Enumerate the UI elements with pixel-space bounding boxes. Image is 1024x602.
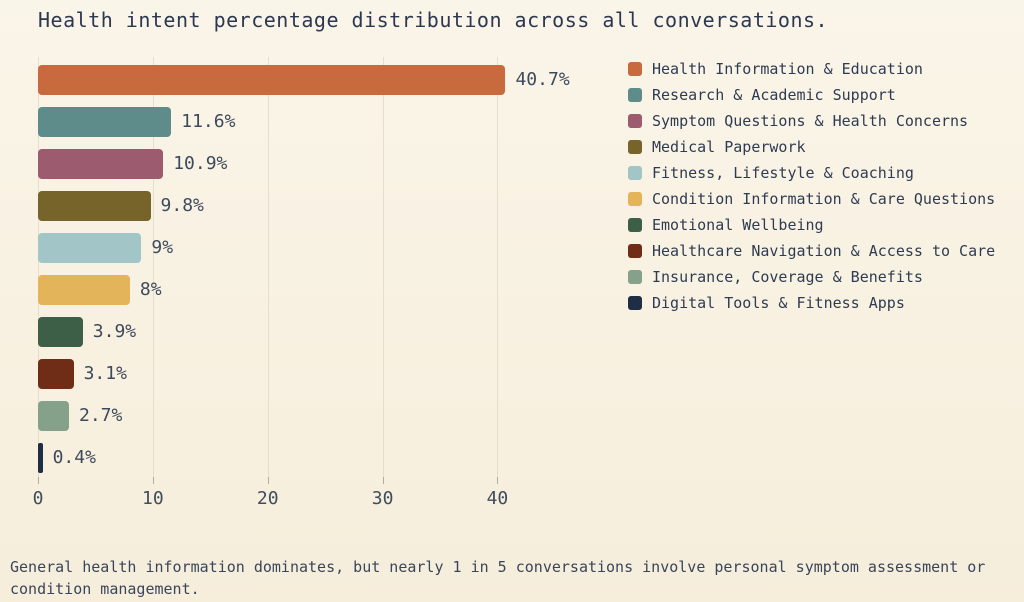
- bar-value-label: 40.7%: [515, 69, 570, 90]
- legend-item-label: Medical Paperwork: [652, 138, 806, 156]
- legend-item-label: Digital Tools & Fitness Apps: [652, 294, 905, 312]
- legend-item-label: Research & Academic Support: [652, 86, 896, 104]
- bar-medical-paperwork: [38, 191, 151, 221]
- bar-digital-tools-fitness-apps: [38, 443, 43, 473]
- legend-item-label: Symptom Questions & Health Concerns: [652, 112, 969, 130]
- bar-health-information-education: [38, 65, 506, 95]
- tick-label-20: 20: [256, 488, 279, 509]
- bar-value-label: 3.9%: [92, 321, 137, 342]
- gridline-20: [267, 57, 269, 477]
- plot-area: 0 10 20 30 40 40.7% 11.6% 10.9% 9.8% 9% 8% 3.9% 3.1%…: [33, 57, 610, 509]
- tick-label-10: 10: [142, 488, 164, 509]
- legend-item-health-information-education: Health Information & Education: [628, 56, 1018, 82]
- gridline-10: [152, 57, 154, 477]
- bar-value-label: 9%: [151, 237, 174, 258]
- legend-item-label: Health Information & Education: [652, 60, 923, 78]
- legend-swatch-icon: [628, 296, 642, 310]
- legend-item-label: Fitness, Lifestyle & Coaching: [652, 164, 914, 182]
- gridline-40: [497, 57, 499, 477]
- bar-value-label: 11.6%: [181, 111, 236, 132]
- legend-item-research-academic-support: Research & Academic Support: [628, 82, 1018, 108]
- bar-emotional-wellbeing: [38, 317, 83, 347]
- bar-symptom-questions-health-concerns: [38, 149, 164, 179]
- legend-item-condition-information-care-questions: Condition Information & Care Questions: [628, 186, 1018, 212]
- tick-mark-30: [382, 477, 384, 484]
- legend-swatch-icon: [628, 166, 642, 180]
- bar-value-label: 0.4%: [52, 447, 96, 468]
- bar-value-label: 2.7%: [79, 405, 123, 426]
- legend-item-label: Insurance, Coverage & Benefits: [652, 268, 923, 286]
- chart-caption: General health information dominates, bu…: [10, 558, 986, 598]
- bar-research-academic-support: [38, 107, 172, 137]
- tick-label-30: 30: [371, 488, 394, 509]
- legend-swatch-icon: [628, 62, 642, 76]
- legend-item-label: Emotional Wellbeing: [652, 216, 824, 234]
- legend-item-fitness-lifestyle-coaching: Fitness, Lifestyle & Coaching: [628, 160, 1018, 186]
- tick-label-40: 40: [486, 488, 509, 509]
- tick-mark-0: [38, 477, 39, 484]
- bar-healthcare-navigation-access-to-care: [38, 359, 74, 389]
- legend-swatch-icon: [628, 192, 642, 206]
- tick-mark-40: [497, 477, 499, 484]
- legend-swatch-icon: [628, 88, 642, 102]
- bar-value-label: 8%: [139, 279, 162, 300]
- legend-item-label: Healthcare Navigation & Access to Care: [652, 242, 996, 260]
- legend-item-label: Condition Information & Care Questions: [652, 190, 996, 208]
- legend-swatch-icon: [628, 140, 642, 154]
- legend-item-emotional-wellbeing: Emotional Wellbeing: [628, 212, 1018, 238]
- legend-item-digital-tools-fitness-apps: Digital Tools & Fitness Apps: [628, 290, 1018, 316]
- legend-swatch-icon: [628, 218, 642, 232]
- legend-item-symptom-questions-health-concerns: Symptom Questions & Health Concerns: [628, 108, 1018, 134]
- legend-item-insurance-coverage-benefits: Insurance, Coverage & Benefits: [628, 264, 1018, 290]
- tick-mark-10: [152, 477, 154, 484]
- legend-item-healthcare-navigation-access-to-care: Healthcare Navigation & Access to Care: [628, 238, 1018, 264]
- legend: Health Information & Education Research &…: [628, 56, 1018, 316]
- bar-condition-information-care-questions: [38, 275, 130, 305]
- legend-swatch-icon: [628, 114, 642, 128]
- legend-swatch-icon: [628, 244, 642, 258]
- bar-value-label: 10.9%: [173, 153, 228, 174]
- tick-mark-20: [267, 477, 269, 484]
- bar-value-label: 3.1%: [83, 363, 127, 384]
- chart-title: Health intent percentage distribution ac…: [38, 8, 829, 32]
- tick-label-0: 0: [32, 488, 44, 509]
- gridline-30: [382, 57, 384, 477]
- bar-fitness-lifestyle-coaching: [38, 233, 142, 263]
- gridline-0: [38, 57, 39, 477]
- legend-swatch-icon: [628, 270, 642, 284]
- bar-value-label: 9.8%: [160, 195, 204, 216]
- bar-insurance-coverage-benefits: [38, 401, 69, 431]
- legend-item-medical-paperwork: Medical Paperwork: [628, 134, 1018, 160]
